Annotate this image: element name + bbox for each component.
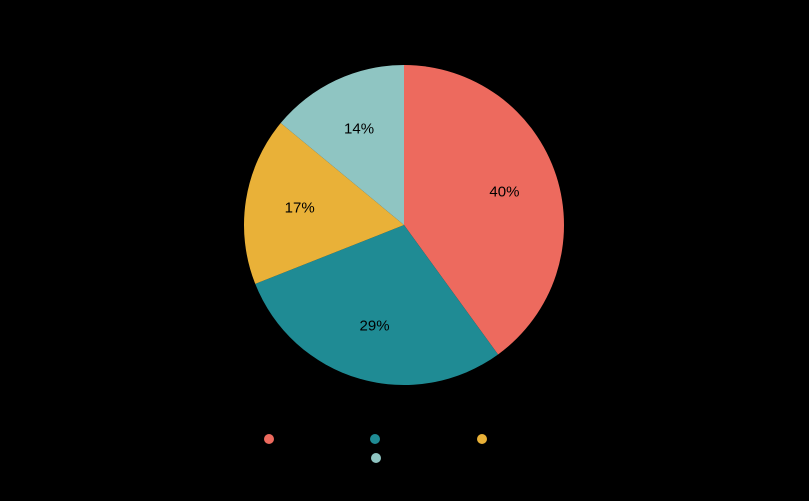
legend-dot-2 [477, 434, 487, 444]
legend-label-0: Series A [282, 432, 330, 445]
legend-item-0: Series A [264, 432, 330, 445]
legend-dot-3 [371, 453, 381, 463]
pie-slice-label-1: 29% [360, 317, 390, 334]
pie-chart: 40% 29% 17% 14% [0, 0, 809, 420]
legend-dot-1 [370, 434, 380, 444]
pie-slice-label-0: 40% [489, 183, 519, 200]
legend: Series A Series B Series C Series D [0, 432, 809, 464]
pie-slice-label-2: 17% [285, 199, 315, 216]
legend-label-2: Series C [495, 432, 545, 445]
legend-item-1: Series B [370, 432, 437, 445]
legend-dot-0 [264, 434, 274, 444]
pie-chart-container: 40% 29% 17% 14% Series A Series B Series C … [0, 0, 809, 501]
legend-item-2: Series C [477, 432, 545, 445]
legend-item-3: Series D [0, 451, 809, 464]
legend-label-1: Series B [388, 432, 437, 445]
pie-slice-label-3: 14% [344, 120, 374, 137]
legend-label-3: Series D [389, 451, 439, 464]
